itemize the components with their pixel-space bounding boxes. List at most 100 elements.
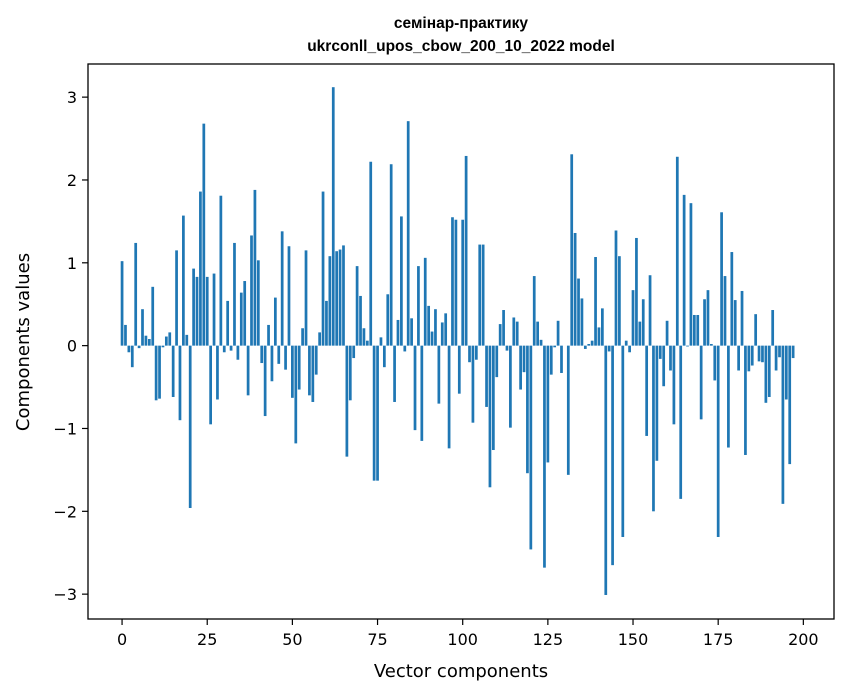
bar-component-56 — [311, 345, 315, 402]
bar-component-3 — [130, 345, 134, 368]
chart-title-line-2: ukrconll_upos_cbow_200_10_2022 model — [307, 38, 615, 55]
bar-component-129 — [560, 345, 563, 373]
bar-component-184 — [747, 345, 751, 372]
bar-component-41 — [260, 345, 264, 364]
bar-component-22 — [195, 276, 199, 346]
bar-component-108 — [488, 345, 492, 488]
bar-component-80 — [393, 345, 396, 402]
bar-component-110 — [495, 345, 499, 378]
chart-title-line-1: семінар-практику — [394, 15, 529, 32]
bar-component-23 — [199, 191, 202, 346]
bar-component-140 — [597, 327, 601, 346]
bar-component-113 — [505, 345, 509, 351]
bar-component-70 — [359, 295, 362, 346]
bar-component-49 — [287, 246, 291, 346]
bar-component-111 — [498, 324, 502, 346]
bar-component-19 — [185, 334, 189, 346]
bar-component-29 — [219, 195, 223, 346]
bar-component-64 — [338, 249, 342, 346]
bar-component-109 — [492, 345, 495, 451]
bar-component-6 — [141, 309, 144, 346]
bar-component-115 — [512, 317, 516, 346]
bar-component-31 — [226, 300, 230, 346]
bar-component-43 — [267, 324, 270, 346]
bar-component-83 — [403, 345, 407, 352]
bar-component-4 — [134, 242, 138, 346]
bar-component-48 — [284, 345, 287, 370]
bar-component-172 — [706, 290, 710, 346]
bar-component-58 — [318, 332, 321, 346]
bar-component-67 — [348, 345, 352, 401]
bar-component-85 — [410, 318, 413, 346]
bar-component-163 — [675, 156, 679, 346]
bar-component-153 — [641, 299, 645, 346]
bar-component-100 — [461, 219, 465, 346]
bar-component-1 — [124, 324, 127, 346]
bar-component-169 — [696, 314, 700, 346]
bar-component-158 — [658, 345, 662, 359]
bar-component-36 — [243, 281, 247, 346]
bar-component-96 — [447, 345, 451, 449]
bar-component-189 — [764, 345, 768, 403]
bar-component-154 — [645, 345, 649, 436]
x-tick-label: 200 — [788, 630, 819, 649]
bar-component-99 — [457, 345, 461, 394]
bar-component-14 — [168, 332, 172, 346]
bar-component-46 — [277, 345, 281, 364]
bar-component-181 — [737, 345, 740, 371]
bar-component-197 — [791, 345, 795, 359]
bar-component-13 — [164, 336, 168, 346]
y-tick-label: 2 — [67, 171, 77, 190]
bar-component-160 — [665, 320, 669, 346]
x-tick-label: 175 — [703, 630, 734, 649]
bar-component-126 — [549, 345, 553, 375]
bar-component-101 — [464, 155, 468, 346]
bar-component-149 — [628, 345, 631, 353]
bar-component-15 — [171, 345, 175, 397]
bar-component-55 — [308, 345, 311, 396]
bar-component-182 — [740, 290, 744, 346]
bar-component-141 — [601, 308, 604, 346]
bar-component-88 — [420, 345, 424, 441]
bar-component-144 — [611, 345, 614, 566]
bar-component-76 — [379, 337, 383, 346]
bar-component-185 — [750, 345, 754, 366]
bar-component-21 — [192, 268, 195, 346]
bar-component-147 — [621, 345, 625, 537]
y-tick-label: −3 — [53, 585, 77, 604]
bar-component-174 — [713, 345, 717, 381]
y-tick-label: −1 — [53, 419, 77, 438]
bar-component-178 — [727, 345, 730, 448]
bar-component-61 — [328, 256, 332, 346]
bar-component-176 — [720, 212, 723, 346]
bar-component-186 — [754, 314, 758, 346]
bar-component-0 — [120, 261, 124, 346]
bar-component-11 — [158, 345, 161, 399]
bar-component-10 — [154, 345, 158, 401]
bar-component-112 — [502, 310, 505, 346]
y-axis-label: Components values — [13, 253, 34, 431]
bar-component-121 — [532, 276, 536, 346]
bar-component-94 — [440, 322, 444, 346]
bar-component-26 — [209, 345, 212, 425]
bar-component-38 — [250, 235, 253, 346]
bar-component-28 — [216, 345, 219, 400]
bar-component-161 — [669, 345, 672, 371]
bar-component-59 — [321, 191, 325, 346]
bar-component-27 — [212, 273, 216, 346]
bar-component-20 — [188, 345, 192, 508]
bar-component-90 — [427, 305, 431, 346]
bar-component-157 — [655, 345, 659, 461]
bar-component-57 — [314, 345, 318, 375]
bar-component-30 — [222, 345, 226, 353]
x-tick-label: 75 — [367, 630, 387, 649]
x-axis-ticks: 0 25 50 75 100 125 150 175 200 — [117, 619, 819, 649]
bar-component-123 — [539, 339, 543, 346]
bar-component-12 — [161, 345, 165, 348]
bar-component-170 — [699, 345, 703, 420]
bar-component-192 — [774, 345, 778, 371]
y-axis-ticks: 3 2 1 0 −1 −2 −3 — [53, 88, 88, 604]
bar-component-118 — [522, 345, 526, 373]
